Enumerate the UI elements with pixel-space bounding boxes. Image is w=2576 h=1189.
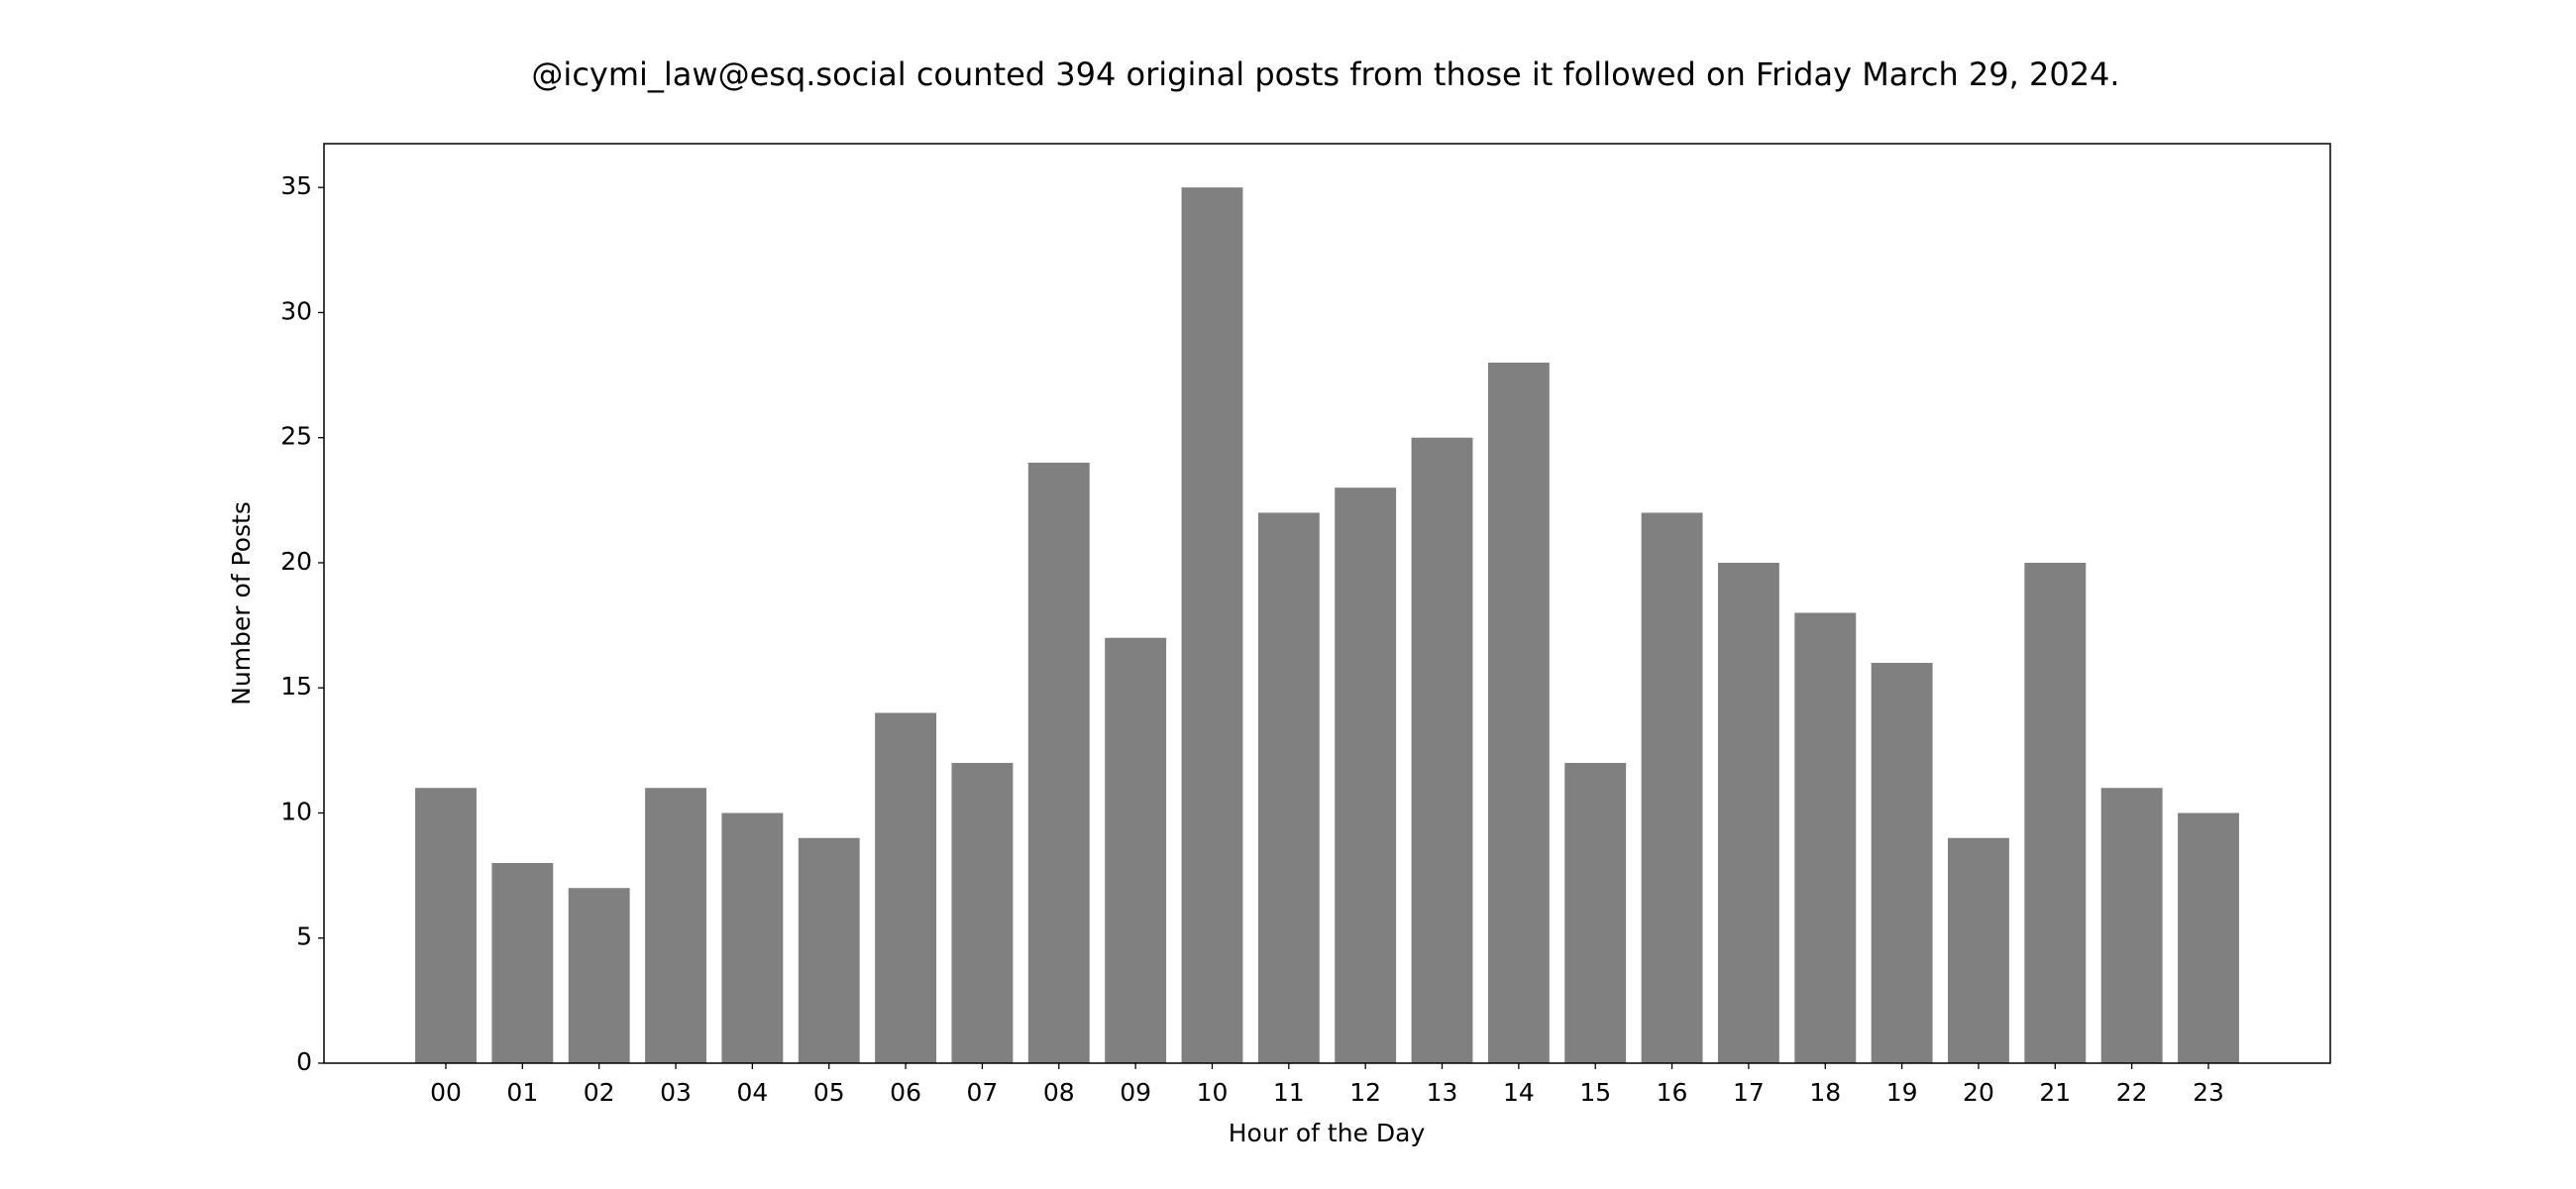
x-tick-label: 02 [584, 1078, 615, 1107]
y-tick-label: 5 [296, 922, 312, 951]
bar [1027, 462, 1090, 1063]
bar [1335, 487, 1397, 1063]
bar [875, 712, 937, 1063]
x-tick-label: 04 [736, 1078, 768, 1107]
bar [1257, 512, 1320, 1063]
x-tick-label: 03 [660, 1078, 692, 1107]
x-tick-label: 10 [1197, 1078, 1229, 1107]
x-tick-label: 09 [1120, 1078, 1151, 1107]
plot-frame [323, 143, 2331, 1064]
y-tick-label: 15 [280, 672, 312, 701]
bar [1564, 762, 1627, 1063]
bar [951, 762, 1014, 1063]
bar [1794, 612, 1857, 1063]
x-tick-label: 21 [2039, 1078, 2071, 1107]
bar [1105, 637, 1167, 1063]
bar [568, 888, 630, 1063]
x-tick-label: 08 [1043, 1078, 1075, 1107]
x-tick-label: 06 [890, 1078, 921, 1107]
x-tick-label: 18 [1809, 1078, 1841, 1107]
bar [415, 788, 477, 1063]
bar [645, 788, 706, 1063]
bar [1641, 512, 1703, 1063]
bar [2100, 788, 2163, 1063]
bar [2024, 562, 2087, 1063]
chart-title: @icymi_law@esq.social counted 394 origin… [531, 55, 2119, 93]
x-tick-label: 16 [1657, 1078, 1688, 1107]
x-tick-label: 05 [813, 1078, 845, 1107]
y-tick-label: 25 [280, 422, 312, 451]
x-tick-label: 13 [1427, 1078, 1458, 1107]
y-axis-label: Number of Posts [227, 501, 256, 705]
x-tick-label: 19 [1886, 1078, 1918, 1107]
y-tick-label: 10 [280, 797, 312, 825]
bar [1871, 662, 1933, 1063]
y-tick-label: 30 [280, 296, 312, 325]
bar [1948, 837, 2009, 1063]
x-tick-label: 11 [1273, 1078, 1305, 1107]
x-tick-label: 22 [2116, 1078, 2148, 1107]
x-tick-label: 14 [1503, 1078, 1535, 1107]
x-tick-label: 23 [2193, 1078, 2224, 1107]
bar [1487, 362, 1550, 1063]
bar [1717, 562, 1779, 1063]
x-tick-label: 07 [967, 1078, 999, 1107]
x-tick-label: 12 [1349, 1078, 1381, 1107]
x-tick-label: 01 [506, 1078, 538, 1107]
y-tick-label: 0 [296, 1047, 312, 1076]
y-tick-label: 35 [280, 171, 312, 200]
x-axis-label: Hour of the Day [1229, 1119, 1426, 1147]
x-tick-label: 17 [1733, 1078, 1765, 1107]
bar [1411, 437, 1473, 1063]
y-tick-label: 20 [280, 547, 312, 576]
bar [2178, 812, 2239, 1063]
x-tick-label: 20 [1963, 1078, 1994, 1107]
x-tick-label: 15 [1579, 1078, 1611, 1107]
bar [721, 812, 784, 1063]
bar [491, 862, 554, 1063]
bar [798, 837, 860, 1063]
bar [1181, 187, 1243, 1063]
x-tick-label: 00 [430, 1078, 462, 1107]
